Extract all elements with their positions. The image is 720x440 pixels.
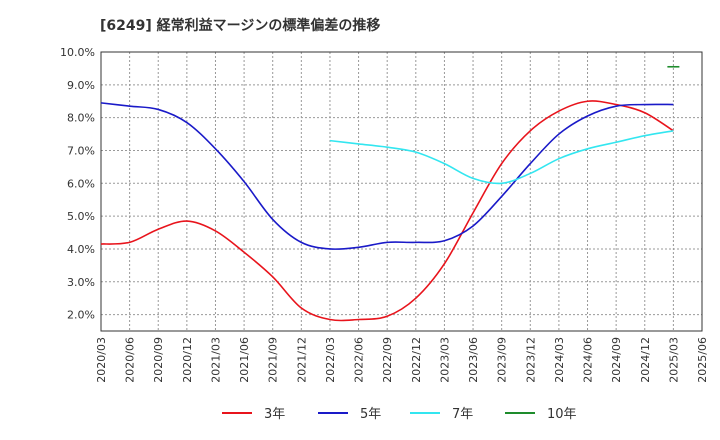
legend-label-1: 5年 [360,407,381,422]
chart-title: [6249] 経常利益マージンの標準偏差の推移 [100,17,380,34]
x-tick-label: 2023/03 [438,337,451,383]
plot-border [100,51,703,332]
x-tick-label: 2025/06 [696,337,709,383]
y-tick-label: 5.0% [67,210,95,223]
y-tick-label: 7.0% [67,144,95,157]
x-tick-label: 2020/03 [95,337,108,383]
x-tick-label: 2022/06 [353,337,366,383]
series-line-1 [100,102,674,250]
y-tick-label: 6.0% [67,177,95,190]
x-tick-label: 2023/06 [467,337,480,383]
x-tick-label: 2020/09 [152,337,165,383]
plot-frame [100,51,703,332]
x-tick-label: 2024/06 [582,337,595,383]
x-tick-label: 2022/09 [381,337,394,383]
x-tick-label: 2024/09 [610,337,623,383]
legend-label-2: 7年 [452,407,473,422]
series-line-2 [329,129,674,185]
y-axis-ticks: 2.0% 3.0% 4.0% 5.0% 6.0% 7.0% 8.0% 9.0% 10.0% [60,46,95,322]
x-tick-label: 2024/12 [639,337,652,383]
x-tick-label: 2023/09 [496,337,509,383]
y-tick-label: 2.0% [67,309,95,322]
x-tick-label: 2022/12 [410,337,423,383]
x-tick-label: 2024/03 [553,337,566,383]
legend-label-3: 10年 [547,407,577,422]
x-tick-label: 2021/03 [209,337,222,383]
x-tick-label: 2023/12 [524,337,537,383]
y-tick-label: 9.0% [67,79,95,92]
x-tick-label: 2020/06 [124,337,137,383]
x-axis-ticks: 2020/03 2020/06 2020/09 2020/12 2021/03 2021/… [95,337,709,383]
x-tick-label: 2022/03 [324,337,337,383]
legend-label-0: 3年 [264,407,285,422]
x-tick-label: 2020/12 [181,337,194,383]
legend: 3年 5年 7年 10年 [222,407,577,422]
y-tick-label: 8.0% [67,112,95,125]
x-tick-label: 2021/12 [295,337,308,383]
x-tick-label: 2025/03 [667,337,680,383]
series-lines [100,65,680,322]
y-tick-label: 4.0% [67,243,95,256]
grid [100,51,703,331]
x-tick-label: 2021/06 [238,337,251,383]
x-tick-label: 2021/09 [267,337,280,383]
series-line-0 [100,100,674,322]
y-tick-label: 3.0% [67,276,95,289]
y-tick-label: 10.0% [60,46,95,59]
